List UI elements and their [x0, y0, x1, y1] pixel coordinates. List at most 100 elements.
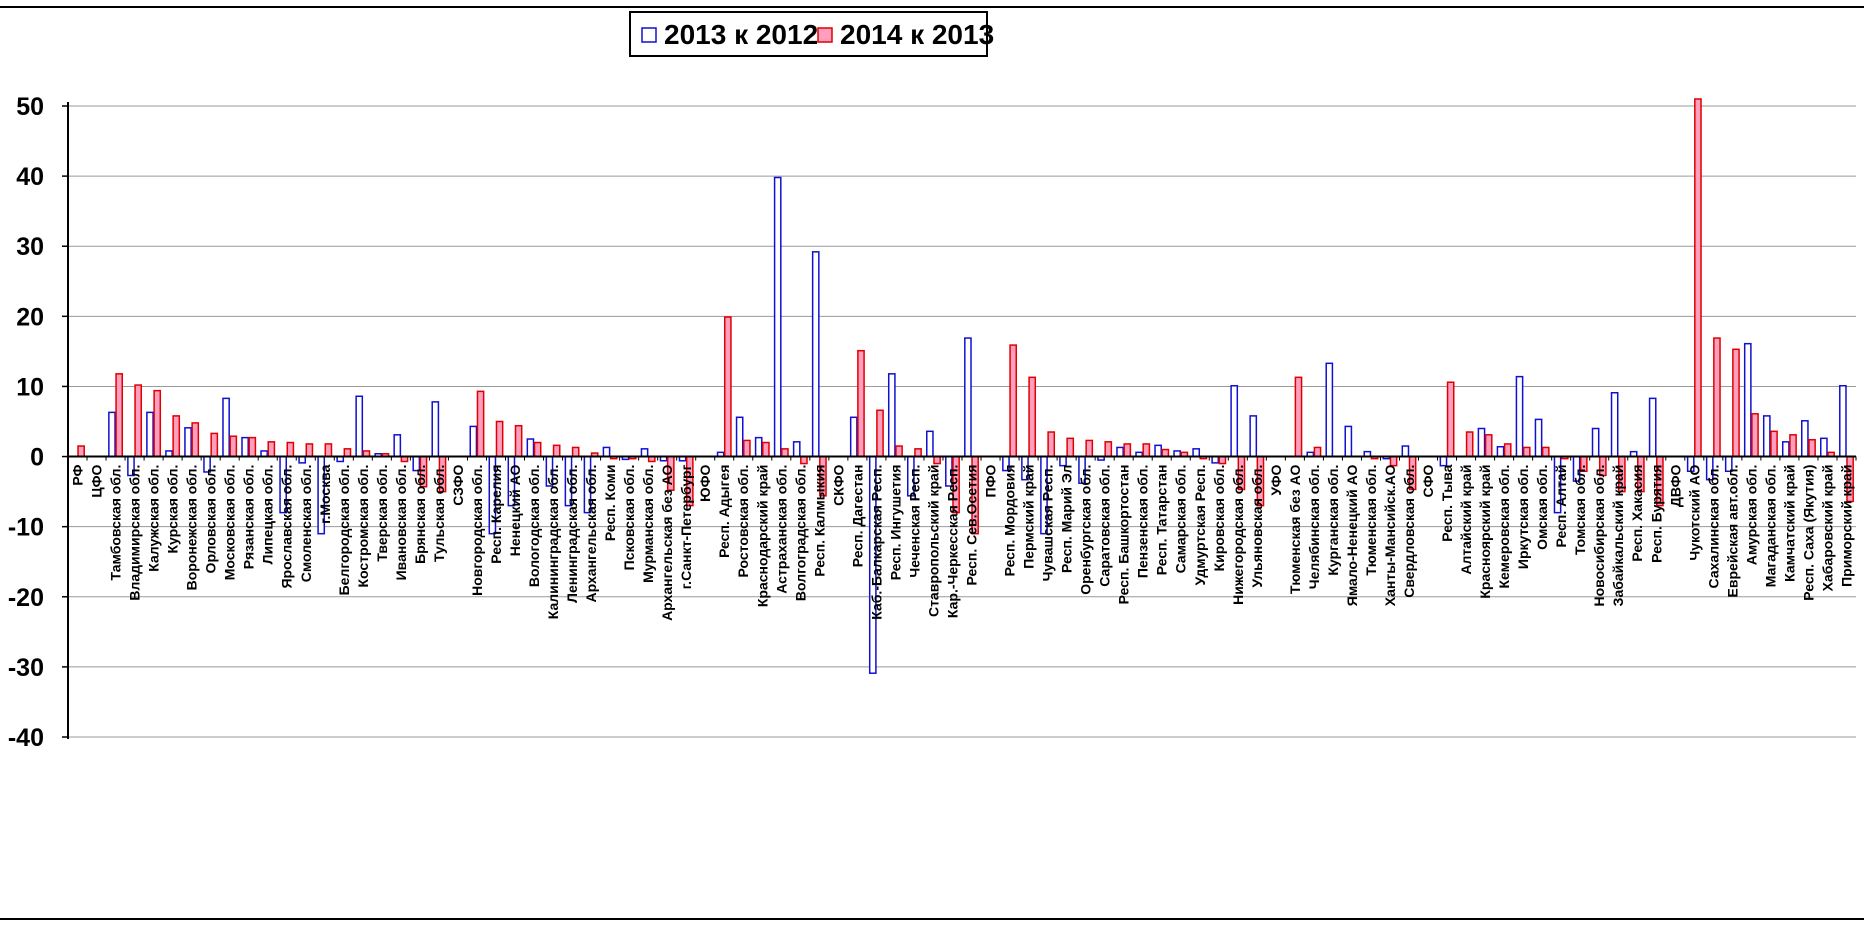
x-tick-label: Магаданская обл. — [1762, 465, 1778, 588]
bar-2014 — [210, 432, 219, 458]
bar-2014 — [1789, 434, 1797, 458]
bar-2013 — [355, 395, 364, 458]
x-tick-label: Архангельская обл. — [583, 465, 599, 603]
x-tick-label: Ханты-Мансийск.АО — [1382, 464, 1398, 606]
bar-2014 — [1503, 443, 1512, 458]
bar-2014 — [1770, 430, 1778, 458]
x-tick-label: Иркутская обл. — [1515, 465, 1531, 570]
x-tick-label: Респ. Дагестан — [849, 465, 865, 568]
bar-2014 — [1713, 337, 1721, 458]
x-tick-label: Каб.-Балкарская Респ. — [868, 465, 884, 620]
x-tick-label: Респ. Татарстан — [1154, 465, 1170, 576]
x-tick-label: Тюменская без АО — [1287, 464, 1303, 594]
bar-2013 — [964, 337, 972, 458]
x-tick-label: Чувашская Респ. — [1040, 465, 1056, 582]
bar-2014 — [1541, 446, 1550, 458]
legend-label: 2013 к 2012 — [664, 19, 818, 50]
x-tick-label: Новгородская обл. — [469, 465, 485, 596]
bar-2013 — [811, 251, 820, 458]
bar-2013 — [469, 425, 478, 458]
x-tick-label: Ненецкий АО — [507, 464, 523, 556]
x-tick-label: СЗФО — [450, 464, 466, 505]
x-tick-label: Владимирская обл. — [127, 465, 143, 601]
bar-2014 — [1732, 348, 1740, 458]
x-tick-labels: РФ ЦФО Тамбовская обл. Владимирская обл. Кал… — [70, 464, 1855, 621]
bar-2014 — [1028, 376, 1037, 458]
bar-2013 — [754, 436, 763, 458]
bar-2014 — [305, 443, 314, 458]
legend-swatch — [817, 27, 833, 43]
bar-2013 — [1534, 418, 1543, 458]
x-tick-label: г.Москва — [317, 464, 333, 524]
x-tick-label: Челябинская обл. — [1306, 465, 1322, 590]
bar-2014 — [343, 448, 352, 458]
bar-2014 — [571, 446, 580, 458]
x-tick-label: Саратовская обл. — [1097, 465, 1113, 587]
x-tick-label: Оренбургская обл. — [1078, 465, 1094, 595]
bar-2014 — [723, 316, 732, 458]
bar-2014 — [800, 455, 808, 465]
bar-2014 — [914, 448, 922, 458]
bar-2014 — [1808, 438, 1816, 458]
x-tick-label: Орловская обл. — [203, 465, 219, 574]
bar-2013 — [1192, 448, 1201, 458]
y-tick-label: 20 — [16, 303, 44, 331]
bar-2013 — [1610, 392, 1619, 458]
x-tick-label: Респ. Башкортостан — [1116, 465, 1132, 605]
y-tick-labels: -40 -30 -20 -10 0 10 20 30 40 50 — [8, 93, 44, 752]
x-tick-label: Респ. Марий Эл — [1059, 465, 1075, 573]
x-tick-label: СФО — [1420, 464, 1436, 497]
y-tick-label: 50 — [16, 93, 44, 121]
legend-label: 2014 к 2013 — [840, 19, 994, 50]
bar-2013 — [222, 397, 230, 458]
x-tick-label: Волгоградская обл. — [792, 465, 808, 602]
x-tick-label: Новосибирская обл. — [1591, 465, 1607, 607]
x-tick-label: Приморский край — [1838, 465, 1854, 587]
bar-2014 — [1389, 455, 1398, 467]
x-tick-label: Вологодская обл. — [526, 465, 542, 588]
bar-2014 — [857, 349, 865, 458]
bar-2013 — [1839, 384, 1847, 458]
x-tick-label: Смоленская обл. — [298, 465, 314, 583]
x-tick-label: Чеченская Респ. — [906, 465, 922, 578]
bar-2013 — [1401, 445, 1410, 458]
bar-2014 — [552, 444, 561, 458]
bar-2013 — [1059, 455, 1067, 467]
x-tick-label: Алтайский край — [1458, 465, 1474, 575]
x-tick-label: Воронежская обл. — [184, 465, 200, 591]
bar-2013 — [108, 411, 116, 458]
bar-2014 — [1751, 413, 1759, 458]
x-tick-label: Московская обл. — [222, 465, 238, 581]
x-tick-label: Омская обл. — [1534, 465, 1550, 550]
legend-box — [629, 11, 988, 57]
x-tick-label: Липецкая обл. — [260, 465, 276, 565]
x-tick-label: Пермский край — [1021, 465, 1037, 569]
bar-2013 — [1648, 397, 1657, 458]
x-tick-label: УФО — [1268, 464, 1284, 495]
bar-2013 — [640, 448, 649, 458]
x-tick-label: Респ. Тыва — [1439, 464, 1455, 541]
y-tick-label: 30 — [16, 233, 44, 261]
x-tick-label: Респ. Карелия — [488, 465, 504, 564]
x-tick-label: Сахалинская обл. — [1705, 465, 1721, 589]
x-tick-label: Тульская обл. — [431, 465, 447, 562]
x-tick-label: РФ — [70, 465, 86, 486]
bar-2013 — [1230, 384, 1239, 458]
bar-2014 — [229, 435, 238, 458]
x-tick-label: Архангельская без АО — [659, 464, 675, 620]
x-tick-label: Респ. Калмыкия — [811, 465, 827, 577]
bar-2013 — [1477, 427, 1486, 458]
y-tick-label: 0 — [30, 444, 44, 472]
bar-2013 — [146, 411, 154, 458]
bar-2013 — [1249, 415, 1258, 458]
x-tick-label: г.Санкт-Петербург — [678, 464, 694, 589]
x-tick-label: ЮФО — [697, 464, 713, 501]
axes — [62, 102, 1857, 739]
bar-2014 — [191, 422, 200, 458]
x-tick-label: ДВФО — [1667, 464, 1683, 507]
bar-2014 — [1123, 443, 1132, 458]
bar-2013 — [1325, 362, 1334, 458]
